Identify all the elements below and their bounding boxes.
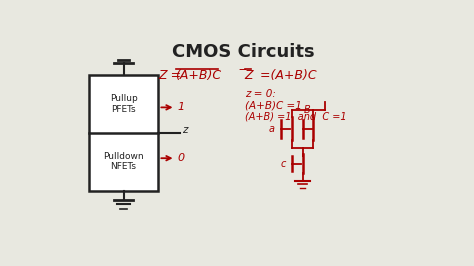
Text: B: B: [304, 105, 310, 115]
Text: (A+B) =1  and  C =1: (A+B) =1 and C =1: [245, 112, 347, 122]
Text: (A+B)C =1: (A+B)C =1: [245, 101, 302, 111]
Text: Z =: Z =: [158, 69, 182, 82]
Text: 1: 1: [178, 102, 185, 112]
Text: =(A+B)C: =(A+B)C: [256, 69, 317, 82]
Text: (A+B)C: (A+B)C: [175, 69, 222, 82]
Text: Pullup
PFETs: Pullup PFETs: [109, 94, 137, 114]
Text: Pulldown
NFETs: Pulldown NFETs: [103, 152, 144, 171]
Text: c: c: [280, 159, 285, 169]
Text: z: z: [182, 125, 187, 135]
Text: CMOS Circuits: CMOS Circuits: [172, 43, 314, 61]
Text: a: a: [269, 124, 275, 134]
Text: 0: 0: [178, 153, 185, 163]
Bar: [89, 75, 158, 190]
Text: z = 0:: z = 0:: [245, 89, 276, 99]
Text: ̅Z: ̅Z: [245, 69, 254, 82]
